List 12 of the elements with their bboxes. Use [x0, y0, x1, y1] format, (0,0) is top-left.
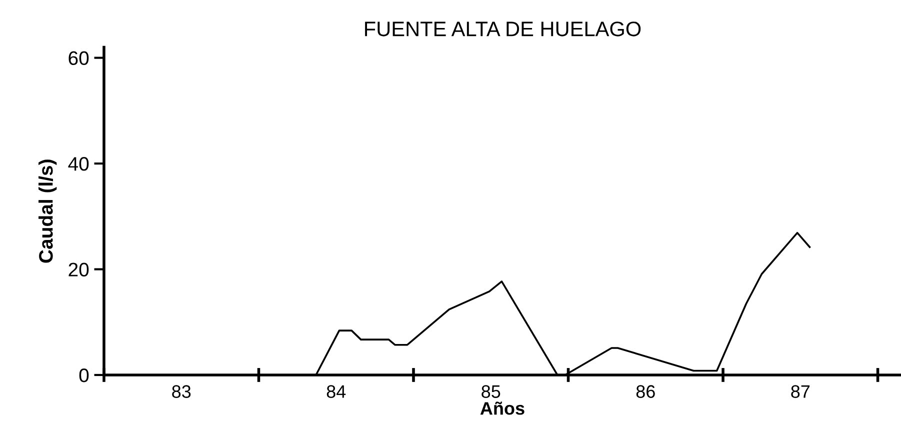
x-axis-title: Años	[480, 402, 524, 415]
y-tick-label: 0	[79, 368, 89, 382]
x-tick-label: 83	[172, 385, 191, 398]
x-tick-label: 86	[636, 385, 655, 398]
x-tick-label: 87	[791, 385, 810, 398]
y-axis-title: Caudal (l/s)	[38, 160, 57, 263]
x-tick-label: 84	[326, 385, 346, 398]
y-tick-label: 60	[68, 51, 89, 66]
x-tick-label: 85	[482, 385, 500, 398]
y-tick-label: 20	[68, 262, 89, 276]
y-tick-label: 40	[68, 157, 89, 171]
chart-title: FUENTE ALTA DE HUELAGO	[365, 22, 641, 36]
